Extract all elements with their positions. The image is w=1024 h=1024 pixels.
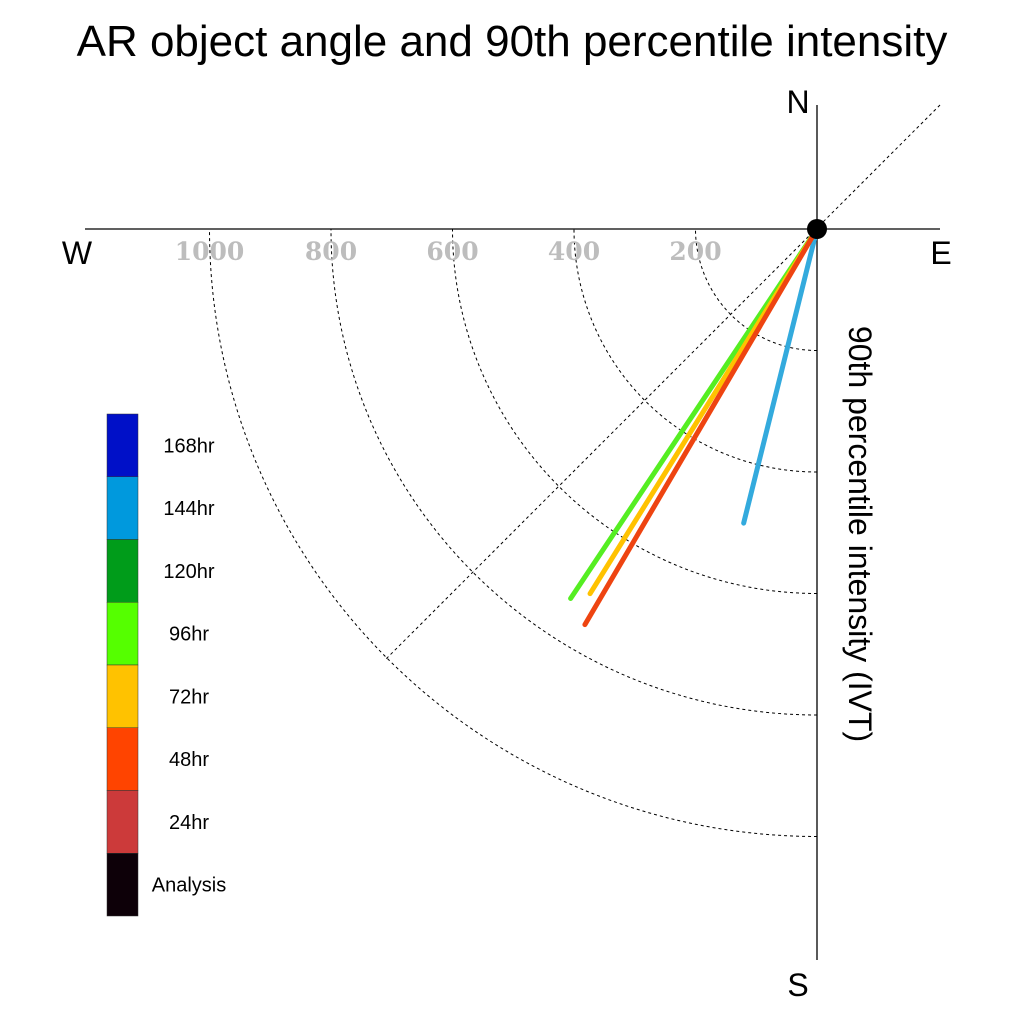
grid-ring-800 (330, 228, 818, 716)
legend-swatch (106, 853, 139, 917)
grid-ring-200 (695, 228, 818, 351)
grid-ring-400 (573, 228, 818, 473)
vector-144hr (741, 226, 820, 526)
radial-axis-label: 90th percentile intensity (IVT) (842, 326, 878, 742)
grid-ring-600 (452, 228, 818, 594)
legend-label: 96hr (169, 624, 209, 646)
legend-swatch (106, 602, 139, 666)
origin-marker (807, 219, 827, 239)
compass-west: W (62, 235, 93, 271)
vector-series (568, 226, 820, 628)
radial-tick-label: 400 (548, 237, 600, 266)
vector-48hr (582, 226, 820, 628)
radial-tick-label: 1000 (175, 237, 245, 266)
compass-south: S (787, 967, 808, 1003)
compass-east: E (930, 235, 951, 271)
legend-swatch (106, 413, 139, 477)
legend-label: 72hr (169, 686, 209, 708)
radial-grid (209, 228, 818, 837)
radial-tick-label: 600 (426, 237, 478, 266)
radial-tick-label: 800 (305, 237, 357, 266)
legend-label: 120hr (163, 561, 214, 583)
legend-label: 24hr (169, 812, 209, 834)
legend-label: Analysis (152, 875, 226, 897)
legend-label: 48hr (169, 749, 209, 771)
legend-swatch (106, 664, 139, 728)
legend-swatch (106, 790, 139, 854)
radial-tick-label: 200 (669, 237, 721, 266)
legend: 168hr 144hr 120hr 96hr 72hr 48hr 24hr Analysis (106, 413, 226, 917)
grid-ring-1000 (209, 228, 818, 837)
legend-swatch (106, 476, 139, 540)
legend-swatch (106, 727, 139, 791)
diagonal-guide (384, 104, 941, 661)
radial-tick-labels: 200 400 600 800 1000 (175, 237, 722, 266)
compass-north: N (786, 84, 809, 120)
legend-label: 144hr (163, 498, 214, 520)
chart-title: AR object angle and 90th percentile inte… (77, 17, 948, 66)
legend-swatch (106, 539, 139, 603)
legend-label: 168hr (163, 435, 214, 457)
